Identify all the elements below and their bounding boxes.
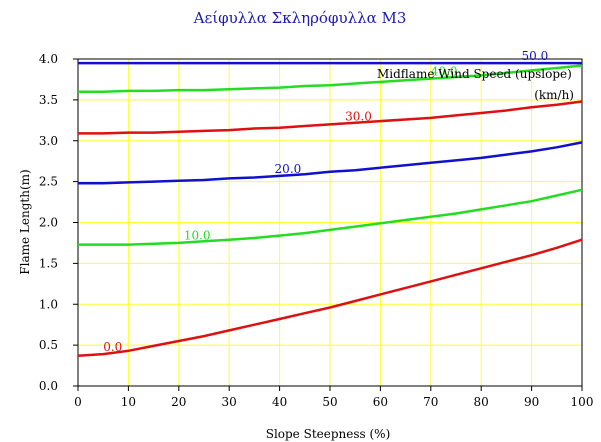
series-line-20-0 [78,141,583,185]
y-tick-label: 0.0 [39,379,58,393]
y-tick-label: 1.5 [39,256,58,270]
series-label: 10.0 [184,229,211,243]
x-axis: 0 10 20 30 40 50 60 70 80 90 100 [74,386,593,409]
y-tick-label: 3.5 [39,93,58,107]
x-tick-label: 0 [74,395,82,409]
legend-line-1: Midflame Wind Speed (upslope) [377,67,572,81]
x-tick-label: 60 [373,395,388,409]
x-tick-label: 80 [474,395,489,409]
x-tick-label: 50 [322,395,337,409]
y-axis: 0.0 0.5 1.0 1.5 2.0 2.5 3.0 3.5 4.0 [39,52,78,393]
y-tick-label: 0.5 [39,338,58,352]
series-label: 50.0 [522,49,549,63]
x-tick-label: 20 [171,395,186,409]
y-tick-label: 4.0 [39,52,58,66]
x-tick-label: 70 [423,395,438,409]
series-label: 30.0 [345,109,372,123]
series-label: 0.0 [103,340,122,354]
y-tick-label: 1.0 [39,297,58,311]
x-tick-label: 90 [524,395,539,409]
x-tick-label: 40 [272,395,287,409]
x-tick-label: 30 [222,395,237,409]
y-tick-label: 2.5 [39,175,58,189]
series-line-30-0 [78,100,583,135]
series-labels: 0.0 10.0 20.0 30.0 40.0 50.0 [103,49,548,354]
series-label: 40.0 [431,65,458,79]
x-tick-label: 10 [121,395,136,409]
y-tick-label: 3.0 [39,134,58,148]
series-line-10-0 [78,188,583,246]
series-label: 20.0 [275,162,302,176]
series-line-40-0 [78,64,583,93]
x-axis-label: Slope Steepness (%) [266,427,391,441]
chart-title: Αείφυλλα Σκληρόφυλλα Μ3 [193,9,407,27]
grid [77,58,583,387]
legend-line-2: (km/h) [534,88,574,102]
y-tick-label: 2.0 [39,216,58,230]
series-line-0-0 [77,238,583,358]
x-tick-label: 100 [571,395,594,409]
y-axis-label: Flame Length(m) [18,169,32,274]
series-lines [77,61,583,358]
